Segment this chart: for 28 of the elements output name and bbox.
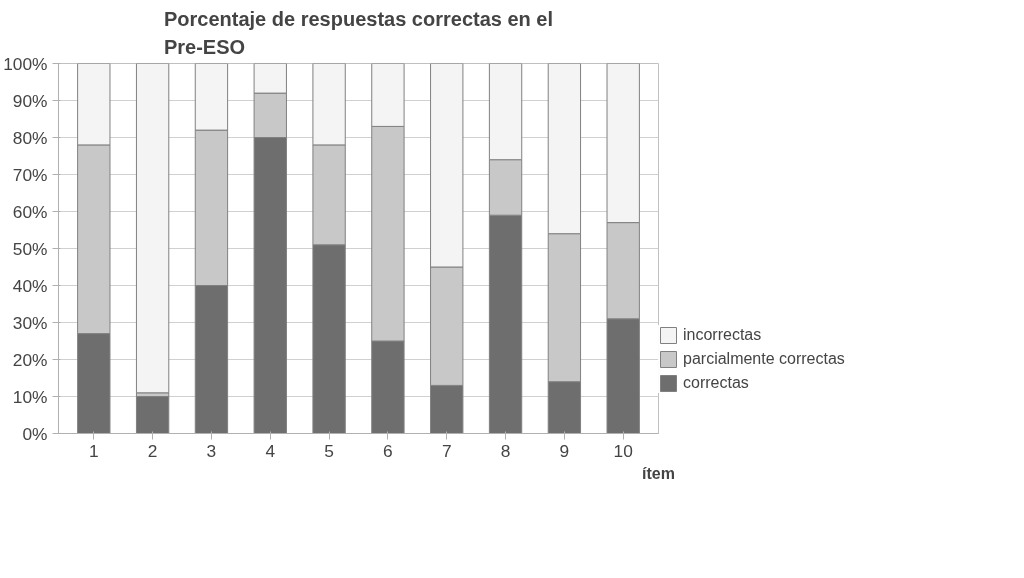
y-tick-label: 100%	[3, 53, 48, 74]
legend-label: parcialmente correctas	[683, 350, 845, 368]
y-tick-label: 80%	[12, 127, 48, 148]
y-tick-label: 70%	[12, 164, 48, 185]
y-tick-label: 60%	[12, 201, 48, 222]
y-tick-label: 40%	[12, 275, 48, 296]
x-tick-label: 3	[206, 440, 217, 461]
x-tick-label: 2	[147, 440, 158, 461]
x-tick-label: 1	[88, 440, 99, 461]
y-tick-label: 0%	[22, 423, 48, 444]
chart-title: Porcentaje de respuestas correctas en el Pre-ESO	[163, 7, 554, 59]
y-tick-label: 30%	[12, 312, 48, 333]
x-tick-label: 7	[441, 440, 452, 461]
x-tick-label: 4	[265, 440, 276, 461]
bar	[135, 63, 170, 394]
legend-label: incorrectas	[683, 326, 762, 344]
x-tick-label: 8	[500, 440, 511, 461]
y-tick-label: 10%	[12, 386, 48, 407]
legend-label: correctas	[683, 374, 749, 392]
x-tick-label: 5	[324, 440, 334, 461]
x-tick-label: 10	[613, 440, 633, 461]
x-tick-label: 9	[559, 440, 570, 461]
bar	[135, 396, 170, 434]
y-tick-label: 90%	[12, 90, 48, 111]
x-axis-title: ítem	[642, 464, 675, 482]
y-tick-label: 50%	[12, 238, 48, 259]
x-tick-label: 6	[383, 440, 393, 461]
y-tick-label: 20%	[12, 349, 48, 370]
